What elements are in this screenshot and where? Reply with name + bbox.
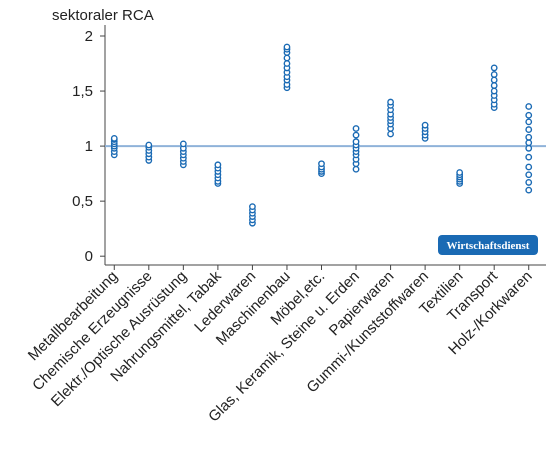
point [110, 134, 118, 142]
point [490, 76, 498, 84]
point [145, 141, 153, 149]
point [490, 87, 498, 95]
point [249, 203, 256, 211]
point [525, 111, 533, 119]
y-tick-label: 1,5 [72, 83, 93, 100]
y-axis-label: sektoraler RCA [52, 7, 154, 24]
point [525, 163, 533, 171]
point [352, 138, 360, 146]
point [525, 171, 533, 179]
point [179, 140, 187, 148]
point [352, 165, 360, 173]
point [525, 153, 533, 161]
point [490, 71, 498, 78]
point [525, 186, 533, 194]
point [490, 64, 498, 72]
point [525, 179, 533, 186]
y-tick-label: 0,5 [72, 193, 93, 210]
point [525, 133, 533, 141]
point [525, 118, 533, 126]
point [525, 126, 533, 133]
x-tick-label: Elektr./Optische Ausrüstung [48, 268, 190, 410]
point [283, 43, 291, 51]
point [387, 130, 394, 138]
point [387, 98, 394, 106]
point [456, 169, 464, 176]
point [352, 131, 360, 139]
point [421, 121, 429, 129]
point [490, 82, 498, 89]
y-tick-label: 0 [85, 248, 93, 265]
y-tick-label: 1 [85, 138, 93, 155]
point [318, 160, 325, 168]
y-tick-label: 2 [85, 28, 93, 45]
source-badge-text: Wirtschaftsdienst [447, 240, 530, 252]
point [525, 144, 533, 152]
point [525, 103, 533, 110]
point [352, 125, 360, 132]
source-badge [438, 235, 538, 255]
point [283, 54, 291, 62]
point [214, 161, 222, 169]
point [283, 60, 291, 67]
point [525, 139, 533, 147]
